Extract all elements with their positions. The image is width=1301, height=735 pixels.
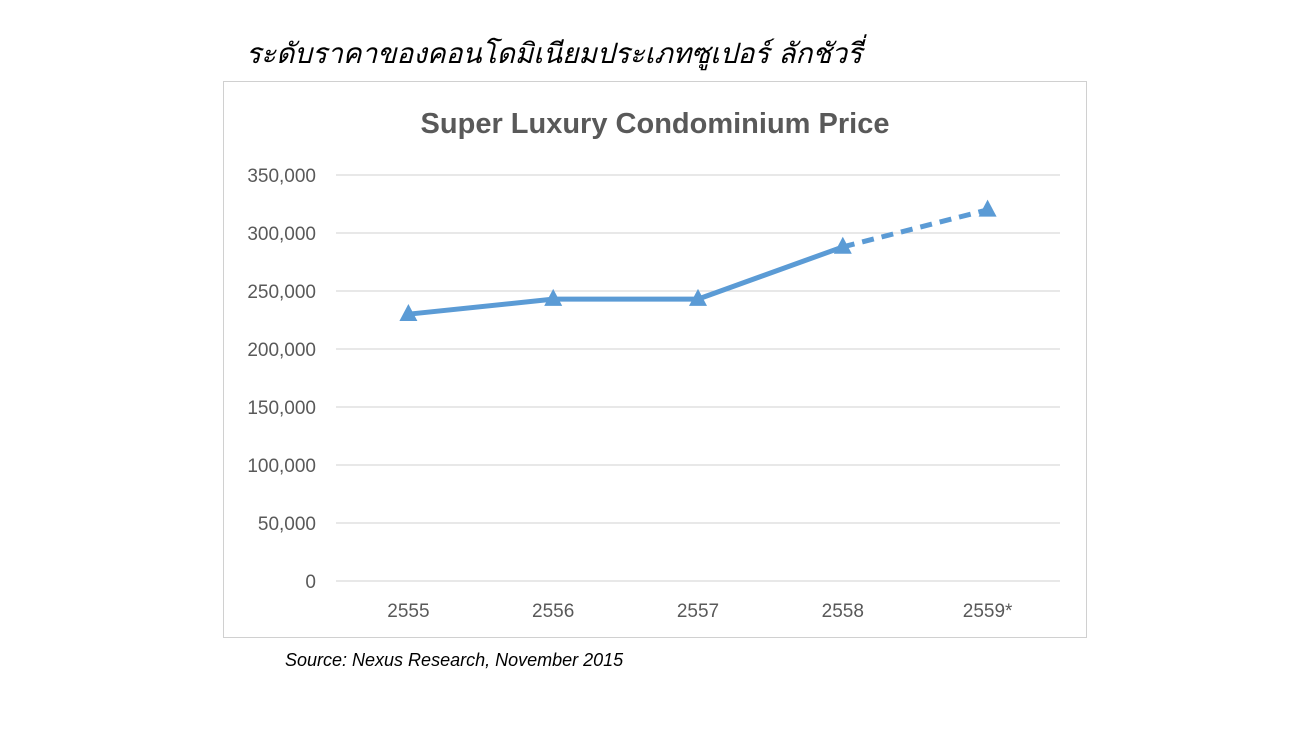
page-heading: ระดับราคาของคอนโดมิเนียมประเภทซูเปอร์ ลั…: [246, 37, 863, 70]
y-tick-label: 0: [305, 572, 316, 593]
price-series: [405, 207, 989, 317]
x-axis-ticks: 2555 2556 2557 2558 2559*: [387, 601, 1013, 622]
y-tick-label: 350,000: [247, 166, 316, 187]
data-point-marker: [544, 288, 563, 306]
data-point-marker: [833, 236, 852, 254]
price-markers: [399, 199, 997, 321]
y-tick-label: 250,000: [247, 282, 316, 303]
series-line-solid: [405, 244, 846, 317]
data-point-marker: [689, 288, 707, 306]
x-tick-label: 2555: [387, 601, 429, 622]
source-note: Source: Nexus Research, November 2015: [285, 650, 624, 670]
data-point-marker: [978, 199, 997, 217]
x-tick-label: 2556: [532, 601, 574, 622]
x-tick-label: 2559*: [963, 601, 1013, 622]
y-tick-label: 200,000: [247, 340, 316, 361]
y-tick-label: 100,000: [247, 456, 316, 477]
y-tick-label: 150,000: [247, 398, 316, 419]
series-line-forecast: [842, 207, 989, 250]
y-tick-label: 50,000: [258, 514, 316, 535]
x-tick-label: 2557: [677, 601, 719, 622]
x-tick-label: 2558: [822, 601, 864, 622]
data-point-marker: [399, 304, 418, 321]
y-axis-ticks: 0 50,000 100,000 150,000 200,000 250,000 300,0…: [247, 166, 316, 593]
chart-frame: [223, 81, 1087, 638]
y-tick-label: 300,000: [247, 224, 316, 245]
gridlines: [336, 174, 1060, 582]
chart-title: Super Luxury Condominium Price: [421, 108, 890, 140]
